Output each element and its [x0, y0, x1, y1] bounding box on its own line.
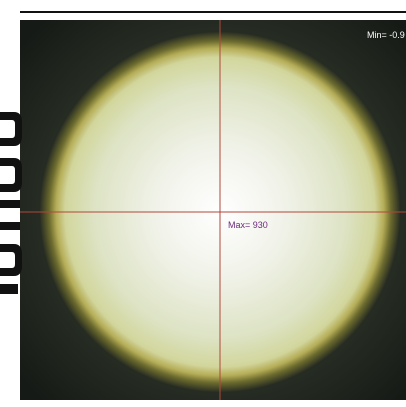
min-label: Min= -0.9: [367, 30, 405, 40]
page: Min= -0.9 Max= 930 (() => { const data =…: [0, 0, 406, 407]
max-label: Max= 930: [228, 220, 268, 230]
screenshot: Min= -0.9 Max= 930: [0, 0, 406, 407]
top-rule: [20, 11, 406, 13]
cropped-side-text: [0, 112, 22, 294]
